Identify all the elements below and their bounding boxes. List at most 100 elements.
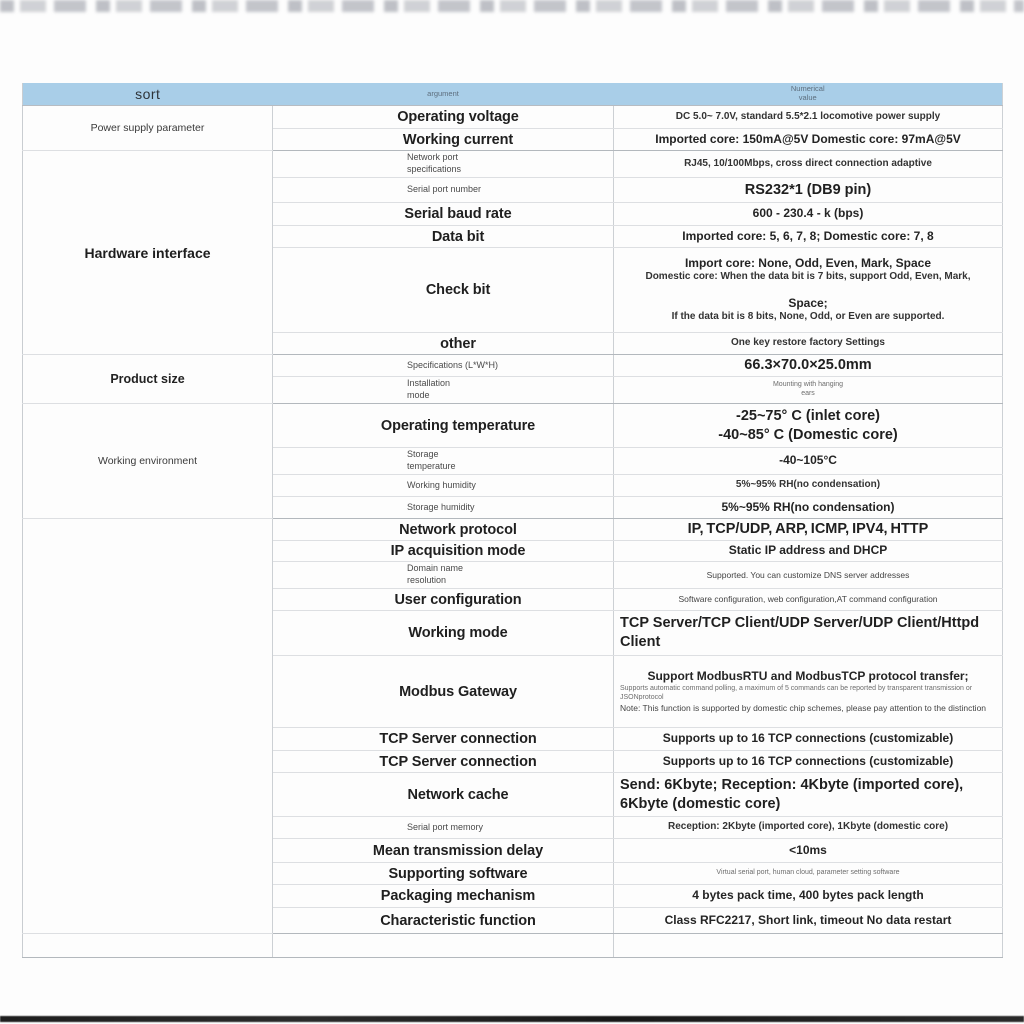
- param-cell: Serial port number: [272, 177, 614, 203]
- param-cell: Supporting software: [272, 862, 614, 885]
- value-cell: Mounting with hanging ears: [613, 376, 1003, 404]
- param-cell: Working mode: [272, 610, 614, 656]
- value-line: 5%~95% RH(no condensation): [721, 499, 895, 514]
- category-cell: Product size: [22, 354, 273, 404]
- value-line: Support ModbusRTU and ModbusTCP protocol…: [647, 669, 969, 684]
- value-cell: RS232*1 (DB9 pin): [613, 177, 1003, 203]
- param-cell: IP acquisition mode: [272, 540, 614, 562]
- value-cell: 4 bytes pack time, 400 bytes pack length: [613, 884, 1003, 908]
- param-cell: other: [272, 332, 614, 355]
- param-cell: Serial port memory: [272, 816, 614, 839]
- value-cell: Supports up to 16 TCP connections (custo…: [613, 727, 1003, 751]
- table-row: Serial baud rate 600 - 230.4 - k (bps): [23, 202, 1003, 226]
- param-cell: Storage humidity: [272, 496, 614, 519]
- value-line: Imported core: 150mA@5V Domestic core: 9…: [655, 131, 961, 146]
- value-line: 5%~95% RH(no condensation): [735, 479, 881, 491]
- value-line: Software configuration, web configuratio…: [678, 594, 938, 605]
- value-cell: -40~105°C: [613, 447, 1003, 475]
- header-sort: sort: [22, 83, 273, 106]
- category-cell: Hardware interface: [22, 150, 273, 355]
- value-cell: Static IP address and DHCP: [613, 540, 1003, 562]
- table-row: Serial port memory Reception: 2Kbyte (imp…: [23, 816, 1003, 839]
- value-cell: RJ45, 10/100Mbps, cross direct connectio…: [613, 150, 1003, 178]
- header-numerical-value: Numerical value: [613, 83, 1003, 106]
- table-row: [22, 933, 1003, 958]
- value-cell: Class RFC2217, Short link, timeout No da…: [613, 907, 1003, 934]
- param-cell: Operating voltage: [272, 105, 614, 129]
- value-cell: Supported. You can customize DNS server …: [613, 561, 1003, 589]
- value-line: Reception: 2Kbyte (imported core), 1Kbyt…: [667, 821, 949, 833]
- param-cell: TCP Server connection: [272, 727, 614, 751]
- value-line: One key restore factory Settings: [731, 337, 885, 349]
- table-row: IP acquisition mode Static IP address and…: [23, 540, 1003, 562]
- value-line: Static IP address and DHCP: [728, 543, 888, 558]
- value-line: -40~85° C (Domestic core): [718, 426, 898, 443]
- value-line: Note: This function is supported by dome…: [620, 702, 987, 713]
- table-row: Working environment Operating temperature…: [22, 403, 1003, 519]
- category-cell: [22, 518, 273, 934]
- value-line: <10ms: [789, 842, 827, 857]
- param-cell: Modbus Gateway: [272, 655, 614, 728]
- param-cell: TCP Server connection: [272, 750, 614, 773]
- value-cell: DC 5.0~ 7.0V, standard 5.5*2.1 locomotiv…: [613, 105, 1003, 129]
- value-line: 600 - 230.4 - k (bps): [752, 206, 864, 221]
- table-row: Power supply parameter Operating voltage D…: [22, 105, 1003, 151]
- value-line: -40~105°C: [779, 453, 837, 468]
- value-cell: 5%~95% RH(no condensation): [613, 496, 1003, 519]
- value-cell: Imported core: 5, 6, 7, 8; Domestic core…: [613, 225, 1003, 248]
- table-row: Product size Specifications (L*W*H) 66.3×7…: [22, 354, 1003, 404]
- value-line: 66.3×70.0×25.0mm: [744, 357, 872, 374]
- table-row: TCP Server connection Supports up to 16 T…: [23, 750, 1003, 773]
- value-cell: Virtual serial port, human cloud, parame…: [613, 862, 1003, 885]
- table-row: Data bit Imported core: 5, 6, 7, 8; Domes…: [23, 225, 1003, 248]
- value-line: Import core: None, Odd, Even, Mark, Spac…: [684, 255, 932, 270]
- value-cell: Reception: 2Kbyte (imported core), 1Kbyt…: [613, 816, 1003, 839]
- value-line: Imported core: 5, 6, 7, 8; Domestic core…: [682, 228, 934, 243]
- value-cell: TCP Server/TCP Client/UDP Server/UDP Cli…: [613, 610, 1003, 656]
- param-cell: Characteristic function: [272, 907, 614, 934]
- param-cell: Working humidity: [272, 474, 614, 497]
- value-cell: One key restore factory Settings: [613, 332, 1003, 355]
- table-row: Storage humidity 5%~95% RH(no condensatio…: [23, 496, 1003, 519]
- value-line: Supported. You can customize DNS server …: [706, 569, 910, 580]
- table-row: User configuration Software configuration…: [23, 588, 1003, 611]
- table-row: TCP Server connection Supports up to 16 T…: [23, 727, 1003, 751]
- table-row: Serial port number RS232*1 (DB9 pin): [23, 177, 1003, 203]
- table-row: Working humidity 5%~95% RH(no condensatio…: [23, 474, 1003, 497]
- table-row: Installation mode Mounting with hanging e…: [23, 376, 1003, 404]
- value-line: RJ45, 10/100Mbps, cross direct connectio…: [684, 157, 932, 169]
- table-row: Packaging mechanism 4 bytes pack time, 40…: [23, 884, 1003, 908]
- param-cell: Working current: [272, 128, 614, 151]
- param-cell: Packaging mechanism: [272, 884, 614, 908]
- param-cell: Storage temperature: [272, 447, 614, 475]
- value-cell: 5%~95% RH(no condensation): [613, 474, 1003, 497]
- table-row: Network protocol IP, TCP/UDP, ARP, ICMP, …: [22, 518, 1003, 934]
- value-cell: Supports up to 16 TCP connections (custo…: [613, 750, 1003, 773]
- value-cell: 66.3×70.0×25.0mm: [613, 354, 1003, 377]
- param-cell: User configuration: [272, 588, 614, 611]
- table-row: Working mode TCP Server/TCP Client/UDP Se…: [23, 610, 1003, 656]
- blurred-cropped-text-strip: [0, 0, 1024, 12]
- spec-table: sort argument Numerical value Power supp…: [22, 83, 1003, 958]
- value-line: Class RFC2217, Short link, timeout No da…: [664, 912, 952, 927]
- value-line: Virtual serial port, human cloud, parame…: [716, 869, 900, 877]
- value-cell: <10ms: [613, 838, 1003, 863]
- table-row: other One key restore factory Settings: [23, 332, 1003, 355]
- value-line: If the data bit is 8 bits, None, Odd, or…: [671, 311, 945, 323]
- category-cell: Power supply parameter: [22, 105, 273, 151]
- table-row: Hardware interface Network port specifica…: [22, 150, 1003, 355]
- value-cell: Support ModbusRTU and ModbusTCP protocol…: [613, 655, 1003, 728]
- value-cell: Imported core: 150mA@5V Domestic core: 9…: [613, 128, 1003, 151]
- value-line: Send: 6Kbyte; Reception: 4Kbyte (importe…: [620, 776, 964, 812]
- category-cell: [22, 933, 273, 958]
- param-cell: Domain name resolution: [272, 561, 614, 589]
- value-line: Supports up to 16 TCP connections (custo…: [662, 731, 954, 746]
- bottom-edge-bar: [0, 1016, 1024, 1022]
- header-argument: argument: [272, 83, 614, 106]
- value-line: Supports up to 16 TCP connections (custo…: [662, 753, 954, 768]
- param-cell: Check bit: [272, 247, 614, 333]
- table-row: Characteristic function Class RFC2217, Sh…: [23, 907, 1003, 934]
- param-cell: Data bit: [272, 225, 614, 248]
- table-row: Domain name resolution Supported. You can…: [23, 561, 1003, 589]
- value-cell: 600 - 230.4 - k (bps): [613, 202, 1003, 226]
